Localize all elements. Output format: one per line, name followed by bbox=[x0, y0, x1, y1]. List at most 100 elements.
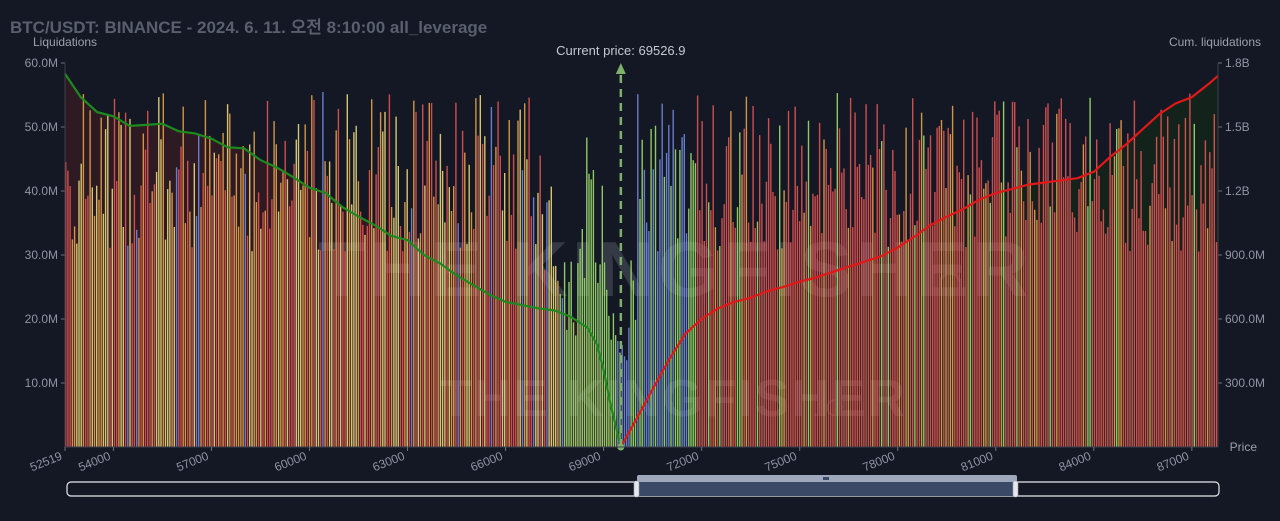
liquidation-bar bbox=[725, 146, 728, 447]
liquidation-bar bbox=[989, 202, 991, 447]
liquidation-bar bbox=[492, 165, 495, 447]
liquidation-bar bbox=[73, 226, 76, 447]
liquidation-bar bbox=[1096, 139, 1098, 447]
liquidation-bar bbox=[763, 241, 765, 447]
liquidation-bar bbox=[1211, 168, 1213, 447]
liquidation-bar bbox=[202, 173, 204, 447]
liquidation-bar bbox=[147, 110, 149, 448]
navigator-left-handle[interactable] bbox=[633, 480, 640, 498]
liquidation-bar bbox=[302, 185, 304, 447]
liquidation-bar bbox=[801, 145, 803, 447]
liquidation-bar bbox=[435, 160, 437, 447]
liquidation-bar bbox=[1124, 242, 1127, 447]
liquidation-bar bbox=[712, 105, 714, 448]
liquidation-bar bbox=[351, 204, 353, 447]
y-tick-label: 10.0M bbox=[25, 376, 58, 390]
liquidation-bars bbox=[65, 92, 1218, 448]
liquidation-bar bbox=[743, 128, 745, 447]
liquidation-bar bbox=[231, 196, 233, 447]
liquidation-bar bbox=[752, 105, 754, 448]
liquidation-bar bbox=[162, 93, 164, 448]
liquidation-bar bbox=[515, 248, 517, 447]
liquidation-bar bbox=[322, 92, 324, 447]
liquidation-bar bbox=[996, 114, 998, 447]
liquidation-bar bbox=[359, 211, 362, 447]
liquidation-bar bbox=[951, 105, 954, 448]
liquidation-bar bbox=[1080, 182, 1082, 447]
liquidation-bar bbox=[413, 100, 415, 447]
liquidation-bar bbox=[422, 104, 424, 447]
liquidation-bar bbox=[849, 97, 852, 448]
chart-title: BTC/USDT: BINANCE - 2024. 6. 11. 오전 8:10… bbox=[10, 18, 487, 37]
liquidation-bar bbox=[736, 207, 739, 447]
liquidation-bar bbox=[271, 199, 273, 447]
liquidation-bar bbox=[215, 158, 218, 447]
liquidation-bar bbox=[346, 94, 348, 448]
liquidation-bar bbox=[512, 154, 515, 447]
liquidation-bar bbox=[1025, 220, 1027, 447]
liquidation-bar bbox=[206, 185, 209, 448]
liquidation-bar bbox=[767, 118, 770, 447]
liquidation-bar bbox=[543, 270, 546, 447]
liquidation-bar bbox=[506, 240, 508, 447]
liquidation-bar bbox=[974, 236, 976, 447]
liquidation-bar bbox=[300, 189, 302, 447]
navigator-right-handle[interactable] bbox=[1012, 480, 1019, 498]
liquidation-bar bbox=[131, 243, 133, 447]
liquidation-bar bbox=[796, 185, 799, 447]
liquidation-bar bbox=[1067, 176, 1069, 447]
liquidation-bar bbox=[927, 147, 929, 447]
liquidation-bar bbox=[597, 282, 599, 447]
y-tick-label: 50.0M bbox=[25, 120, 58, 134]
liquidation-bar bbox=[244, 173, 246, 448]
liquidation-bar bbox=[331, 203, 333, 447]
liquidation-bar bbox=[1127, 133, 1129, 447]
liquidation-bar bbox=[337, 108, 340, 448]
liquidation-bar bbox=[623, 356, 626, 447]
liquidation-bar bbox=[985, 183, 987, 447]
y2-tick-label: 300.0M bbox=[1225, 376, 1265, 390]
x-axis-label: Price bbox=[1230, 440, 1258, 454]
liquidation-bar bbox=[643, 169, 646, 448]
liquidation-bar bbox=[681, 137, 683, 448]
liquidation-bar bbox=[1036, 219, 1038, 447]
liquidation-bar bbox=[909, 193, 912, 447]
y-tick-label: 20.0M bbox=[25, 312, 58, 326]
liquidation-bar bbox=[149, 203, 151, 447]
liquidation-bar bbox=[905, 127, 907, 447]
liquidation-bar bbox=[608, 315, 610, 447]
navigator-selected-window[interactable] bbox=[637, 482, 1017, 496]
liquidation-bar bbox=[339, 204, 342, 447]
liquidation-bar bbox=[173, 227, 175, 447]
liquidation-bar bbox=[548, 200, 550, 447]
liquidation-bar bbox=[428, 102, 430, 448]
liquidation-bar bbox=[1198, 251, 1200, 447]
liquidation-bar bbox=[632, 280, 634, 447]
liquidation-bar bbox=[235, 153, 238, 447]
liquidation-bar bbox=[437, 204, 439, 447]
liquidation-bar bbox=[532, 197, 535, 447]
liquidation-bar bbox=[237, 226, 240, 447]
liquidation-bar bbox=[1193, 123, 1195, 448]
liquidation-bar bbox=[100, 117, 102, 447]
liquidation-bar bbox=[1109, 123, 1111, 447]
liquidation-bar bbox=[732, 222, 734, 447]
liquidation-bar bbox=[1107, 227, 1109, 447]
liquidation-bar bbox=[541, 214, 544, 447]
liquidation-bar bbox=[382, 131, 384, 447]
range-navigator[interactable] bbox=[66, 475, 1220, 498]
liquidation-bar bbox=[122, 227, 124, 447]
liquidation-bar bbox=[657, 251, 659, 447]
liquidation-bar bbox=[1200, 165, 1202, 447]
liquidation-bar bbox=[798, 221, 801, 447]
liquidation-bar bbox=[969, 194, 972, 447]
liquidation-bar bbox=[1160, 109, 1162, 447]
liquidation-bar bbox=[1140, 151, 1142, 447]
liquidation-bar bbox=[825, 148, 827, 447]
liquidation-bar bbox=[195, 216, 198, 447]
liquidation-bar bbox=[260, 228, 262, 447]
liquidation-bar bbox=[794, 106, 796, 447]
liquidation-bar bbox=[1022, 201, 1025, 447]
liquidation-bar bbox=[838, 128, 841, 448]
liquidation-bar bbox=[963, 119, 965, 447]
